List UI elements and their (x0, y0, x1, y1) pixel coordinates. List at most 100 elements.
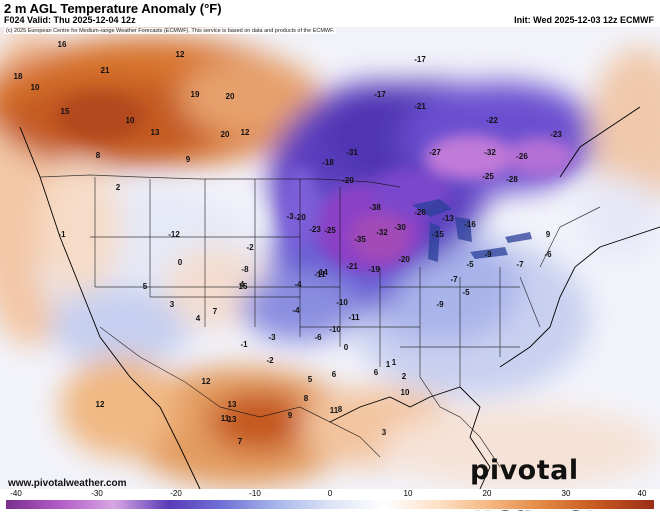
anomaly-value: -6 (314, 333, 322, 342)
anomaly-value: -35 (354, 235, 366, 244)
anomaly-value: -6 (544, 250, 552, 259)
anomaly-value: 9 (186, 155, 191, 164)
anomaly-value: -17 (414, 55, 426, 64)
anomaly-value: -23 (309, 225, 321, 234)
anomaly-value: -28 (506, 175, 518, 184)
anomaly-value: -25 (324, 226, 336, 235)
anomaly-value: -10 (336, 298, 348, 307)
anomaly-value: 12 (241, 128, 250, 137)
anomaly-value: 7 (238, 437, 243, 446)
anomaly-value: -23 (550, 130, 562, 139)
anomaly-value: -20 (294, 213, 306, 222)
map-title: 2 m AGL Temperature Anomaly (°F) (4, 1, 222, 16)
anomaly-value: 13 (151, 128, 160, 137)
anomaly-value: -26 (414, 208, 426, 217)
anomaly-value: 4 (240, 280, 245, 289)
anomaly-value: -3 (268, 333, 276, 342)
anomaly-value: -17 (374, 90, 386, 99)
anomaly-value: -11 (314, 270, 326, 279)
anomaly-value: 2 (402, 372, 407, 381)
anomaly-value: -4 (292, 306, 300, 315)
valid-time: F024 Valid: Thu 2025-12-04 12z (4, 15, 136, 25)
anomaly-value: 0 (344, 343, 349, 352)
colorbar-tick: 0 (327, 489, 333, 498)
colorbar-tick: 10 (403, 489, 413, 498)
anomaly-value: -5 (462, 288, 470, 297)
colorbar: -40 -30 -20 -10 0 10 20 30 40 (0, 489, 660, 510)
anomaly-value: 0 (178, 258, 183, 267)
colorbar-tick: -40 (10, 489, 22, 498)
anomaly-value: 15 (61, 107, 70, 116)
colorbar-tick: -10 (249, 489, 261, 498)
great-lakes (412, 199, 532, 262)
anomaly-value: 12 (176, 50, 185, 59)
copyright-notice: (c) 2025 European Centre for Medium-rang… (4, 28, 337, 34)
site-url[interactable]: www.pivotalweather.com (8, 478, 127, 489)
colorbar-tick: -20 (170, 489, 182, 498)
anomaly-map: 16 18 21 12 10 20 19 10 15 13 20 8 9 12 -17 -21 -17 -22 -3… (0, 27, 660, 489)
header: 2 m AGL Temperature Anomaly (°F) F024 Va… (0, 0, 660, 30)
anomaly-value: 11 (221, 414, 230, 423)
anomaly-value: 8 (338, 405, 343, 414)
anomaly-value: 1 (392, 358, 397, 367)
coastline (19, 106, 660, 489)
anomaly-value: -8 (241, 265, 249, 274)
anomaly-value: -2 (266, 356, 274, 365)
anomaly-value: 5 (308, 375, 313, 384)
anomaly-value: -30 (394, 223, 406, 232)
anomaly-value: -32 (376, 228, 388, 237)
anomaly-value: -22 (486, 116, 498, 125)
anomaly-value: 6 (332, 370, 337, 379)
anomaly-value: 19 (191, 90, 200, 99)
anomaly-value: 21 (101, 66, 110, 75)
anomaly-value: -4 (294, 280, 302, 289)
anomaly-value: -15 (432, 230, 444, 239)
anomaly-value: -1 (240, 340, 248, 349)
anomaly-value: -11 (348, 313, 360, 322)
anomaly-value: -7 (516, 260, 524, 269)
anomaly-value: -19 (368, 265, 380, 274)
anomaly-value: 18 (14, 72, 23, 81)
anomaly-value: 7 (213, 307, 218, 316)
anomaly-value: -20 (398, 255, 410, 264)
colorbar-tick: 20 (482, 489, 492, 498)
colorbar-tick: 40 (637, 489, 647, 498)
state-borders (39, 174, 601, 468)
anomaly-value: -14 (316, 268, 328, 277)
anomaly-value: 12 (96, 400, 105, 409)
anomaly-value: -3 (286, 212, 294, 221)
anomaly-value: 13 (228, 400, 237, 409)
anomaly-value: 9 (546, 230, 551, 239)
anomaly-value: -26 (516, 152, 528, 161)
colorbar-tick: 30 (561, 489, 571, 498)
anomaly-value: 20 (221, 130, 230, 139)
anomaly-value: 13 (228, 415, 237, 424)
anomaly-value: 9 (288, 411, 293, 420)
anomaly-value: 10 (401, 388, 410, 397)
anomaly-value: -27 (429, 148, 441, 157)
anomaly-value: -10 (329, 325, 341, 334)
anomaly-value: 16 (58, 40, 67, 49)
anomaly-value: -21 (346, 262, 358, 271)
anomaly-value: -9 (436, 300, 444, 309)
anomaly-value: 4 (196, 314, 201, 323)
anomaly-value: -1 (58, 230, 66, 239)
colorbar-strip (6, 500, 654, 509)
anomaly-value: -25 (482, 172, 494, 181)
anomaly-value: -16 (464, 220, 476, 229)
anomaly-value: -38 (369, 203, 381, 212)
anomaly-value: 6 (374, 368, 379, 377)
anomaly-value: 20 (226, 92, 235, 101)
anomaly-value: -7 (450, 275, 458, 284)
anomaly-value: 15 (239, 282, 248, 291)
anomaly-value: -5 (466, 260, 474, 269)
colorbar-tick: -30 (91, 489, 103, 498)
anomaly-value: 8 (96, 151, 101, 160)
anomaly-value: 1 (386, 360, 391, 369)
anomaly-value: -31 (346, 148, 358, 157)
anomaly-value: -20 (342, 176, 354, 185)
anomaly-value: -2 (246, 243, 254, 252)
anomaly-value: -13 (442, 214, 454, 223)
anomaly-value: -9 (484, 250, 492, 259)
